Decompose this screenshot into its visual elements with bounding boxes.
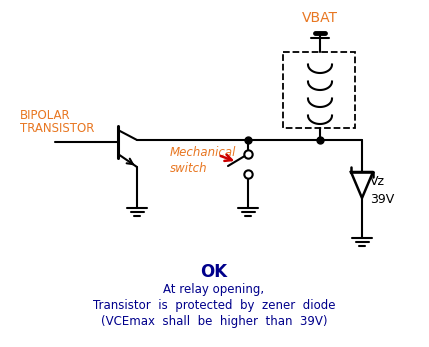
Text: BIPOLAR: BIPOLAR <box>20 109 71 121</box>
Text: OK: OK <box>200 263 227 281</box>
Text: 39V: 39V <box>370 193 394 205</box>
Bar <box>283 52 355 128</box>
Text: At relay opening,: At relay opening, <box>163 283 265 296</box>
Text: (VCEmax  shall  be  higher  than  39V): (VCEmax shall be higher than 39V) <box>101 315 327 329</box>
Text: Transistor  is  protected  by  zener  diode: Transistor is protected by zener diode <box>93 299 335 313</box>
Text: switch: switch <box>170 161 208 175</box>
Text: TRANSISTOR: TRANSISTOR <box>20 121 94 135</box>
Text: VBAT: VBAT <box>302 11 338 25</box>
Text: Vz: Vz <box>370 175 385 187</box>
Text: Mechanical: Mechanical <box>170 145 236 159</box>
